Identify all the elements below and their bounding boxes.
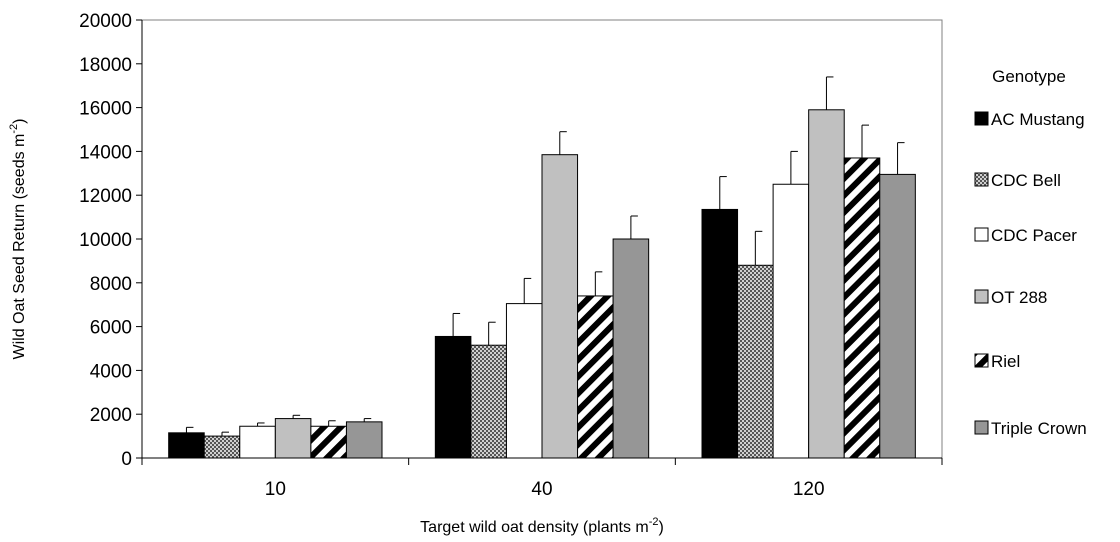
x-tick-label: 10	[265, 479, 286, 500]
legend-swatch-triple-crown	[974, 420, 989, 435]
legend-label-ac-mustang: AC Mustang	[991, 110, 1085, 129]
bar-cdc-pacer-10	[239, 425, 276, 459]
error-bar-group	[185, 76, 905, 437]
bar-riel-120	[843, 157, 881, 459]
y-tick-label: 14000	[79, 142, 132, 163]
bar-ot-288-40	[541, 154, 579, 459]
x-axis-title: Target wild oat density (plants m-2)	[420, 516, 664, 536]
y-tick-label: 18000	[79, 55, 132, 76]
y-tick-label: 6000	[90, 318, 132, 339]
bar-ot-288-10	[274, 418, 312, 459]
y-tick-label: 2000	[90, 405, 132, 426]
legend-swatch-cdc-bell	[974, 172, 989, 187]
legend-label-triple-crown: Triple Crown	[991, 419, 1087, 438]
bar-cdc-bell-10	[203, 435, 241, 459]
bar-cdc-bell-40	[470, 344, 507, 459]
bar-cdc-bell-120	[737, 264, 774, 459]
bar-triple-crown-40	[612, 238, 650, 459]
y-tick-label: 4000	[90, 361, 132, 382]
legend-swatch-riel	[974, 353, 989, 368]
y-tick-label: 8000	[90, 274, 132, 295]
legend-swatch-cdc-pacer	[974, 227, 989, 242]
y-tick-label: 20000	[79, 11, 132, 32]
y-tick-label: 16000	[79, 99, 132, 120]
bar-series-group	[168, 109, 916, 459]
bar-ac-mustang-120	[701, 208, 739, 459]
legend-swatch-ot-288	[974, 289, 989, 304]
bar-ot-288-120	[808, 109, 845, 459]
y-tick-label: 12000	[79, 186, 132, 207]
bar-riel-10	[310, 425, 347, 459]
bar-ac-mustang-40	[434, 335, 472, 459]
legend-label-ot-288: OT 288	[991, 288, 1047, 307]
y-axis-ticks: 0 2000 4000 6000 8000 10000 12000 14000 16000 180…	[79, 11, 142, 470]
bar-riel-40	[577, 295, 614, 459]
legend-swatch-ac-mustang	[974, 111, 989, 126]
legend-label-riel: Riel	[991, 352, 1020, 371]
bar-cdc-pacer-120	[772, 183, 810, 459]
x-tick-label: 40	[531, 479, 552, 500]
legend: Genotype AC Mustang CDC Bell CDC Pacer OT 2…	[974, 67, 1087, 438]
x-tick-label: 120	[793, 479, 825, 500]
legend-label-cdc-pacer: CDC Pacer	[991, 226, 1077, 245]
bar-triple-crown-120	[879, 173, 916, 459]
y-tick-label: 10000	[79, 230, 132, 251]
bar-cdc-pacer-40	[505, 303, 543, 459]
bar-ac-mustang-10	[168, 432, 205, 459]
legend-title: Genotype	[992, 67, 1066, 86]
y-axis-title: Wild Oat Seed Return (seeds m-2)	[8, 119, 28, 360]
x-axis-ticks: 10 40 120	[141, 458, 943, 500]
legend-label-cdc-bell: CDC Bell	[991, 171, 1061, 190]
y-tick-label: 0	[121, 449, 132, 470]
bar-triple-crown-10	[345, 421, 383, 459]
